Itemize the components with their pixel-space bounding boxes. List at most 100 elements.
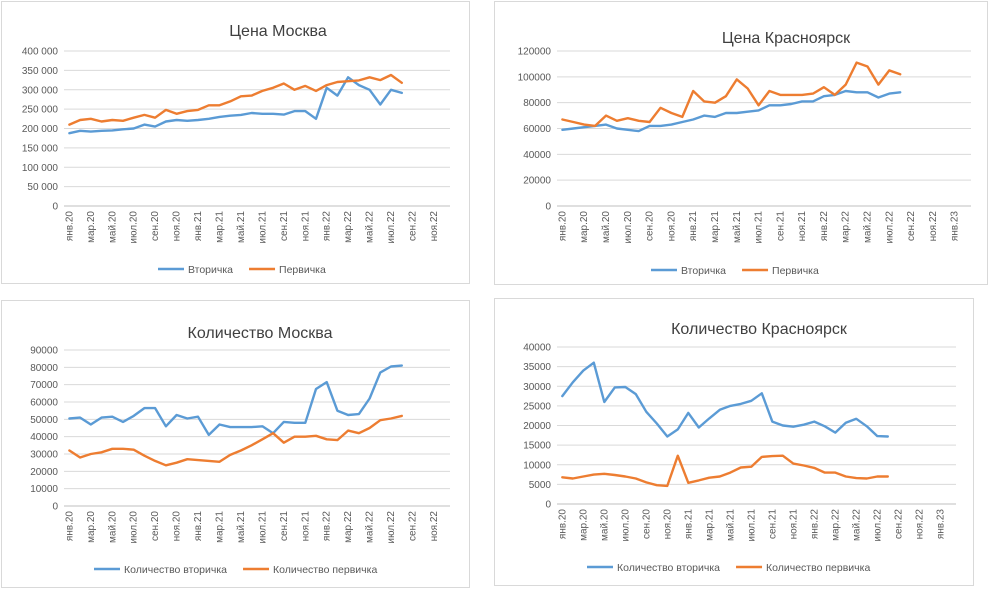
x-tick-label: июл.20 bbox=[620, 509, 631, 542]
chart-price-moscow: Цена Москва 0 50 000 100 000 150 000 200 000 2… bbox=[1, 1, 470, 284]
x-tick-label: мар.20 bbox=[86, 511, 97, 543]
series-line-primary bbox=[561, 454, 889, 488]
x-tick-label: янв.21 bbox=[193, 511, 204, 542]
x-tick-label: ноя.21 bbox=[300, 511, 311, 542]
x-tick-label: май.20 bbox=[601, 211, 612, 243]
y-tick-label: 350 000 bbox=[22, 66, 59, 77]
x-tick-label: июл.20 bbox=[129, 511, 140, 544]
legend-label: Количество вторичка bbox=[124, 564, 227, 576]
chart-price-krasnoyarsk: Цена Красноярск 0 20000 40000 60000 80000 1000… bbox=[494, 1, 988, 285]
x-tick-label: ноя.21 bbox=[300, 211, 311, 242]
x-tick-label: мар.22 bbox=[830, 509, 841, 541]
x-tick-label: ноя.22 bbox=[429, 511, 440, 542]
x-tick-label: сен.20 bbox=[641, 509, 652, 539]
x-tick-label: янв.20 bbox=[557, 211, 568, 242]
legend-label: Вторичка bbox=[188, 264, 233, 276]
chart-title: Цена Красноярск bbox=[722, 30, 851, 47]
x-tick-label: янв.20 bbox=[557, 509, 568, 540]
y-tick-label: 10000 bbox=[523, 460, 551, 471]
y-tick-label: 200 000 bbox=[22, 124, 59, 135]
x-tick-label: ноя.21 bbox=[797, 211, 808, 242]
x-tick-label: ноя.20 bbox=[662, 509, 673, 540]
series-line-primary bbox=[68, 73, 403, 126]
x-tick-label: мар.20 bbox=[86, 211, 97, 243]
x-tick-label: июл.22 bbox=[884, 211, 895, 244]
x-tick-label: ноя.22 bbox=[928, 211, 939, 242]
x-tick-label: янв.21 bbox=[683, 509, 694, 540]
x-tick-label: июл.21 bbox=[257, 211, 268, 244]
legend-label: Первичка bbox=[279, 264, 326, 276]
chart-title: Цена Москва bbox=[229, 23, 327, 40]
y-tick-label: 100 000 bbox=[22, 163, 59, 174]
x-tick-label: ноя.22 bbox=[914, 509, 925, 540]
y-tick-label: 0 bbox=[52, 502, 58, 513]
legend-label: Вторичка bbox=[681, 265, 726, 277]
chart-svg: Количество Москва 0 10000 20000 30000 40000 50… bbox=[30, 325, 450, 576]
y-tick-label: 90000 bbox=[30, 346, 58, 357]
chart-svg: Цена Москва 0 50 000 100 000 150 000 200 000 2… bbox=[22, 23, 450, 276]
x-tick-label: сен.22 bbox=[407, 211, 418, 241]
x-tick-label: янв.23 bbox=[950, 211, 961, 242]
x-tick-label: сен.21 bbox=[279, 511, 290, 541]
y-tick-label: 50 000 bbox=[27, 182, 58, 193]
y-tick-label: 60000 bbox=[30, 398, 58, 409]
legend-label: Количество первичка bbox=[766, 562, 870, 574]
y-tick-label: 400 000 bbox=[22, 47, 59, 58]
x-tick-label: май.20 bbox=[107, 511, 118, 543]
x-tick-label: янв.22 bbox=[322, 511, 333, 542]
y-tick-label: 120000 bbox=[518, 47, 552, 58]
x-tick-label: сен.21 bbox=[279, 211, 290, 241]
x-tick-label: мар.21 bbox=[704, 509, 715, 541]
x-tick-label: июл.22 bbox=[386, 211, 397, 244]
x-tick-label: мар.22 bbox=[841, 211, 852, 243]
x-tick-label: май.21 bbox=[236, 511, 247, 543]
series-line-secondary bbox=[561, 89, 902, 133]
series-line-secondary bbox=[561, 361, 889, 438]
x-tick-label: янв.20 bbox=[64, 511, 75, 542]
x-tick-label: янв.21 bbox=[193, 211, 204, 242]
y-tick-label: 300 000 bbox=[22, 85, 59, 96]
x-tick-label: ноя.21 bbox=[788, 509, 799, 540]
x-tick-label: сен.20 bbox=[150, 211, 161, 241]
chart-count-moscow: Количество Москва 0 10000 20000 30000 40000 50… bbox=[1, 300, 470, 588]
x-tick-label: сен.21 bbox=[775, 211, 786, 241]
x-tick-label: май.21 bbox=[732, 211, 743, 243]
x-tick-label: сен.22 bbox=[893, 509, 904, 539]
x-tick-label: июл.21 bbox=[754, 211, 765, 244]
x-tick-label: мар.21 bbox=[214, 511, 225, 543]
x-tick-label: июл.21 bbox=[257, 511, 268, 544]
x-tick-label: ноя.20 bbox=[172, 211, 183, 242]
x-tick-label: сен.22 bbox=[407, 511, 418, 541]
x-tick-label: янв.23 bbox=[935, 509, 946, 540]
x-tick-label: май.22 bbox=[851, 509, 862, 541]
legend-label: Количество первичка bbox=[273, 564, 377, 576]
y-tick-label: 15000 bbox=[523, 441, 551, 452]
x-tick-label: мар.21 bbox=[710, 211, 721, 243]
x-tick-label: май.21 bbox=[725, 509, 736, 541]
x-tick-label: июл.20 bbox=[129, 211, 140, 244]
y-tick-label: 20000 bbox=[30, 467, 58, 478]
y-tick-label: 40000 bbox=[523, 343, 551, 354]
series-line-secondary bbox=[68, 76, 403, 135]
y-tick-label: 50000 bbox=[30, 415, 58, 426]
x-tick-label: май.22 bbox=[365, 511, 376, 543]
x-tick-label: июл.22 bbox=[872, 509, 883, 542]
x-tick-label: мар.22 bbox=[343, 211, 354, 243]
chart-svg: Количество Красноярск 0 5000 10000 15000 2000… bbox=[523, 321, 956, 574]
y-tick-label: 30000 bbox=[30, 450, 58, 461]
x-tick-label: мар.20 bbox=[579, 211, 590, 243]
x-tick-label: сен.20 bbox=[645, 211, 656, 241]
x-tick-label: май.22 bbox=[365, 211, 376, 243]
x-tick-label: янв.22 bbox=[809, 509, 820, 540]
y-tick-label: 25000 bbox=[523, 401, 551, 412]
y-tick-label: 0 bbox=[545, 202, 551, 213]
x-tick-label: мар.21 bbox=[214, 211, 225, 243]
y-tick-label: 0 bbox=[52, 202, 58, 213]
y-tick-label: 0 bbox=[545, 500, 551, 511]
series-line-primary bbox=[68, 414, 403, 467]
x-tick-label: ноя.22 bbox=[429, 211, 440, 242]
y-tick-label: 150 000 bbox=[22, 143, 59, 154]
y-tick-label: 35000 bbox=[523, 362, 551, 373]
x-tick-label: май.20 bbox=[107, 211, 118, 243]
y-tick-label: 250 000 bbox=[22, 105, 59, 116]
